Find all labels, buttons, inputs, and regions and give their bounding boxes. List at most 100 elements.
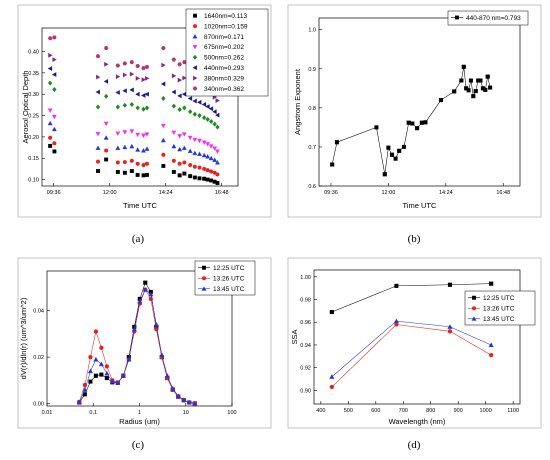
data-point [209,169,214,174]
data-point [144,91,149,97]
data-point [48,135,53,140]
data-point [144,105,150,111]
legend-label: 13:26 UTC [483,306,515,313]
data-point [177,173,182,178]
data-point [88,354,93,360]
data-point [161,152,166,157]
data-point [374,125,379,130]
legend-box [185,8,269,97]
data-point [447,282,453,287]
data-point [329,309,334,315]
data-point [192,98,197,104]
data-point [141,173,146,178]
data-point [489,281,494,286]
legend-marker [455,15,459,20]
data-point [137,298,143,304]
data-point [171,130,177,136]
data-point [214,112,220,118]
data-point [182,171,187,176]
data-point [129,101,135,108]
legend-label: 12:25 UTC [213,265,245,272]
panel-label: (c) [132,439,145,451]
y-tick-label: 0.20 [28,135,39,141]
data-point [104,61,109,67]
data-series [47,108,220,154]
x-tick-label: 12:00 [103,190,117,196]
data-point [201,115,207,121]
data-point [115,74,121,80]
legend-label: 1020nm=0.159 [204,23,248,30]
legend-label: 12:25 UTC [483,295,515,302]
y-tick-label: 0.02 [33,355,44,361]
data-point [115,160,120,165]
data-point [135,91,140,97]
data-point [144,64,150,69]
panel-frame [287,4,542,218]
data-point [99,345,104,350]
plot-area [313,269,521,405]
legend-marker [192,86,198,91]
data-point [87,368,93,374]
y-tick-label: 0.8 [308,106,316,112]
legend-label: 13:45 UTC [213,286,245,293]
data-point [389,152,395,157]
data-point [48,143,53,148]
data-point [192,164,197,169]
data-point [197,99,202,105]
data-point [145,75,150,81]
x-tick-label: 800 [426,408,435,414]
data-point [129,87,134,93]
data-point [461,64,466,69]
data-point [215,172,220,177]
data-point [394,283,399,288]
data-point [485,74,490,79]
legend: 1640nm=0.113 1020nm=0.159 870nm=0.171 675nm… [185,8,269,97]
legend-marker [192,65,197,71]
panel-frame [287,257,542,429]
data-point [144,146,150,151]
data-point [95,104,101,110]
x-tick-label: 700 [399,408,408,414]
data-point [175,393,181,399]
panel-label: (d) [408,439,421,451]
data-point [51,114,57,120]
data-point [129,158,134,163]
data-point [329,374,335,379]
data-point [135,132,141,138]
legend-label: 13:45 UTC [483,316,515,323]
x-tick-label: 10 [183,410,189,416]
y-tick-label: 1.0 [308,28,316,34]
data-point [205,142,211,147]
data-point [115,131,121,136]
data-point [141,163,146,168]
data-point [483,87,488,92]
data-point [170,385,176,391]
chart-panel: 0.01 0.1 1 10 100 0.00 0.02 0.04 Radius (um) dV(r… [17,257,272,451]
data-point [192,175,197,180]
chart-panel: 09:36 12:00 14:24 16:48 0.6 0.7 0.8 0.9 1.0 Time … [287,4,542,245]
data-point [129,169,134,174]
data-point [197,112,202,119]
data-point [95,159,101,164]
series-line [79,289,195,404]
data-point [122,72,128,78]
data-point [129,143,135,149]
data-point [76,399,82,405]
data-point [135,161,140,166]
data-point [177,93,182,99]
data-point [205,154,211,159]
data-point [115,104,121,110]
legend-marker [193,75,198,81]
legend-label: 340nm=0.362 [204,86,244,93]
data-point [148,291,154,297]
data-point [205,104,210,109]
data-point [212,121,217,127]
data-point [135,105,140,111]
data-point [88,379,93,384]
data-point [164,373,170,378]
panel-label: (b) [408,233,421,245]
data-point [205,168,210,173]
data-point [103,121,109,127]
data-point [215,124,220,130]
data-point [122,88,127,94]
